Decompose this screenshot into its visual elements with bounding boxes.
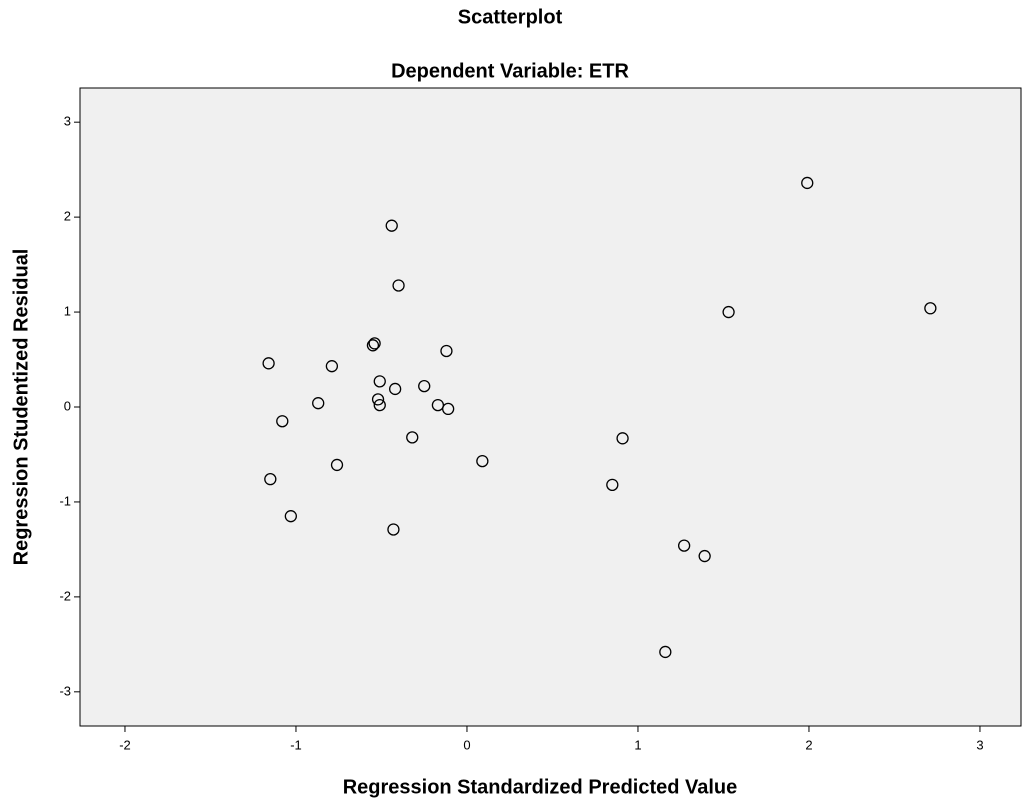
x-tick-label: 1 — [634, 737, 641, 752]
x-tick-label: 2 — [805, 737, 812, 752]
plot-area — [80, 88, 1021, 726]
x-tick-label: -2 — [119, 737, 131, 752]
x-tick-label: 3 — [976, 737, 983, 752]
chart-subtitle: Dependent Variable: ETR — [391, 60, 629, 82]
y-tick-label: -2 — [59, 588, 71, 603]
y-tick-label: 3 — [64, 114, 71, 129]
y-tick-label: -3 — [59, 683, 71, 698]
y-tick-label: -1 — [59, 493, 71, 508]
y-tick-label: 2 — [64, 209, 71, 224]
y-axis-title: Regression Studentized Residual — [10, 249, 32, 566]
x-tick-label: -1 — [290, 737, 302, 752]
chart-title: Scatterplot — [458, 6, 563, 28]
y-tick-label: 0 — [64, 398, 71, 413]
chart: Scatterplot Dependent Variable: ETR Regr… — [0, 0, 1022, 805]
x-axis-title: Regression Standardized Predicted Value — [343, 776, 738, 798]
x-tick-label: 0 — [463, 737, 470, 752]
y-tick-label: 1 — [64, 303, 71, 318]
